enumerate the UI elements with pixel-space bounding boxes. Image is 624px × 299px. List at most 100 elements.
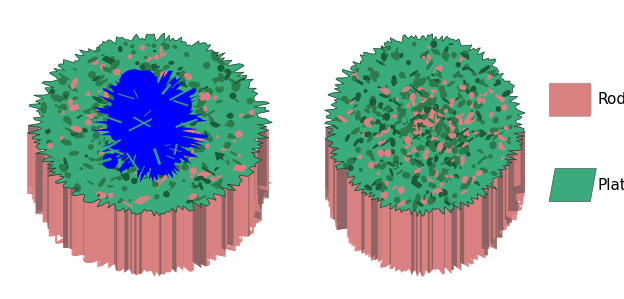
Polygon shape [42, 161, 54, 222]
Ellipse shape [219, 74, 224, 79]
Ellipse shape [135, 122, 144, 126]
Ellipse shape [468, 112, 474, 119]
Ellipse shape [465, 116, 471, 124]
Ellipse shape [107, 95, 112, 98]
Circle shape [135, 96, 141, 101]
Polygon shape [150, 135, 162, 142]
Circle shape [490, 142, 496, 149]
Polygon shape [421, 51, 428, 57]
Polygon shape [373, 111, 381, 117]
Polygon shape [128, 109, 140, 115]
Polygon shape [167, 190, 170, 192]
Polygon shape [409, 209, 411, 271]
Polygon shape [124, 132, 127, 133]
Circle shape [385, 150, 391, 157]
Ellipse shape [119, 93, 125, 98]
Circle shape [104, 115, 105, 117]
Ellipse shape [444, 47, 448, 54]
Ellipse shape [99, 178, 105, 187]
Ellipse shape [145, 121, 154, 125]
Circle shape [391, 118, 396, 125]
Circle shape [99, 146, 100, 147]
Ellipse shape [143, 126, 147, 132]
Circle shape [353, 76, 356, 81]
Polygon shape [143, 141, 154, 148]
Circle shape [130, 114, 134, 118]
Polygon shape [416, 211, 417, 277]
Circle shape [424, 155, 427, 159]
Polygon shape [477, 120, 484, 125]
Polygon shape [433, 194, 437, 196]
Circle shape [158, 115, 160, 117]
Ellipse shape [414, 111, 421, 117]
Circle shape [349, 100, 353, 104]
Polygon shape [86, 114, 95, 119]
Circle shape [160, 71, 167, 78]
Polygon shape [193, 145, 205, 152]
Circle shape [416, 115, 421, 120]
Circle shape [493, 117, 498, 123]
Circle shape [439, 129, 441, 131]
Ellipse shape [152, 178, 157, 188]
Circle shape [421, 54, 426, 59]
Circle shape [185, 160, 189, 163]
Circle shape [426, 150, 429, 154]
Ellipse shape [426, 108, 434, 114]
Polygon shape [158, 127, 168, 133]
Polygon shape [351, 128, 360, 134]
Circle shape [246, 140, 253, 147]
Circle shape [153, 120, 155, 122]
Circle shape [419, 166, 424, 172]
Circle shape [120, 70, 148, 97]
Polygon shape [500, 129, 505, 132]
Circle shape [465, 149, 466, 151]
Circle shape [453, 123, 454, 125]
Ellipse shape [160, 140, 169, 145]
Ellipse shape [47, 140, 52, 145]
Polygon shape [189, 82, 200, 88]
Polygon shape [152, 109, 155, 110]
Polygon shape [27, 133, 40, 195]
Ellipse shape [103, 106, 109, 111]
Ellipse shape [216, 179, 222, 188]
Ellipse shape [337, 117, 341, 121]
Ellipse shape [113, 135, 116, 140]
Polygon shape [485, 134, 494, 140]
Polygon shape [416, 124, 421, 128]
Polygon shape [497, 177, 502, 238]
Ellipse shape [73, 97, 78, 101]
Ellipse shape [53, 109, 62, 114]
Circle shape [402, 103, 403, 105]
Ellipse shape [127, 45, 130, 49]
Ellipse shape [168, 118, 177, 123]
Ellipse shape [423, 119, 425, 127]
Polygon shape [136, 132, 145, 138]
Circle shape [391, 150, 394, 154]
Circle shape [389, 169, 392, 173]
Ellipse shape [222, 97, 227, 107]
Circle shape [59, 110, 61, 112]
Polygon shape [27, 33, 272, 216]
Polygon shape [432, 188, 442, 195]
Circle shape [452, 147, 457, 153]
Ellipse shape [185, 74, 192, 79]
Polygon shape [421, 122, 427, 127]
Circle shape [78, 142, 85, 149]
Ellipse shape [444, 142, 448, 147]
Circle shape [467, 75, 470, 78]
Circle shape [364, 119, 370, 126]
Polygon shape [508, 154, 517, 215]
Polygon shape [373, 143, 381, 149]
Polygon shape [114, 204, 115, 266]
Circle shape [459, 167, 461, 169]
Ellipse shape [429, 143, 436, 152]
Ellipse shape [181, 82, 185, 86]
Polygon shape [495, 95, 500, 99]
Ellipse shape [438, 117, 445, 120]
Ellipse shape [152, 90, 162, 96]
Ellipse shape [421, 198, 427, 204]
Ellipse shape [419, 96, 424, 98]
Ellipse shape [416, 83, 417, 86]
Circle shape [393, 98, 396, 100]
Ellipse shape [240, 143, 242, 146]
